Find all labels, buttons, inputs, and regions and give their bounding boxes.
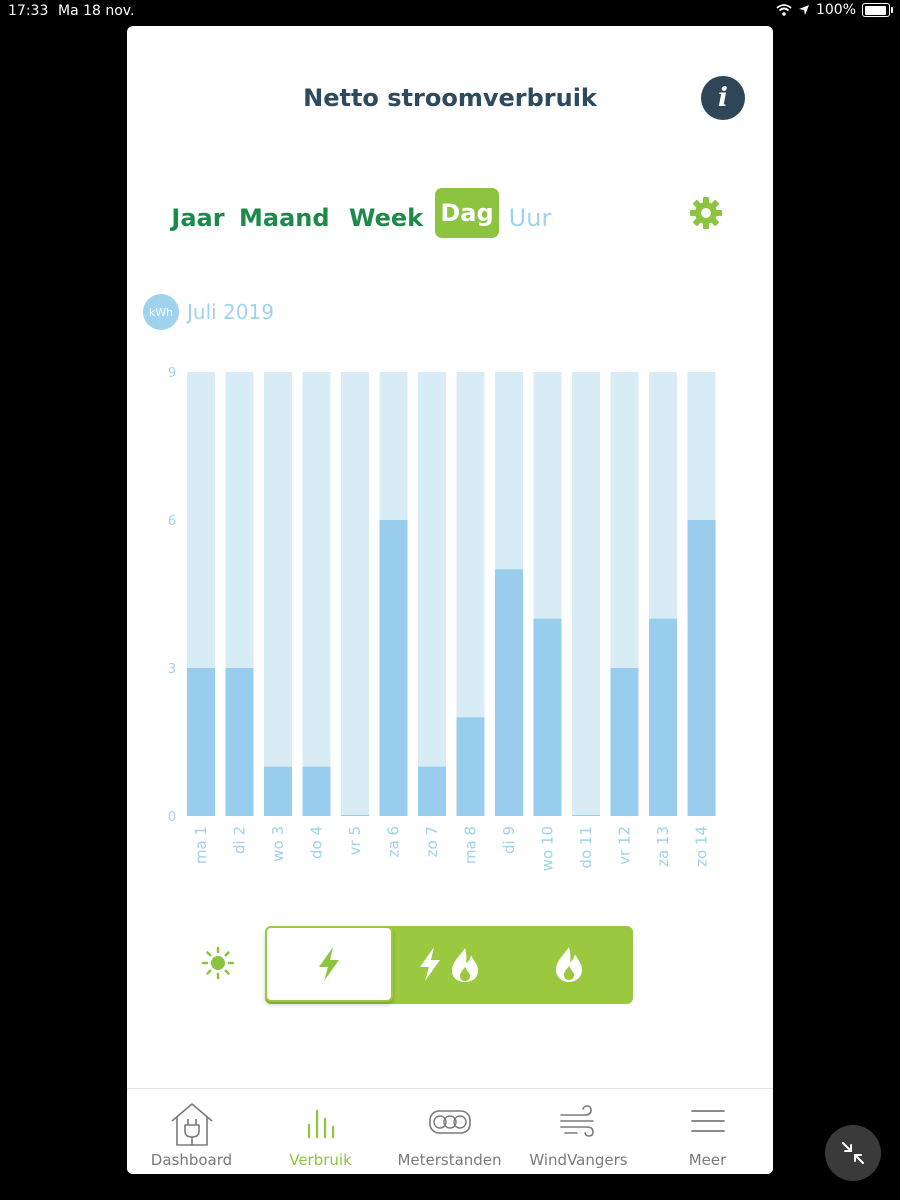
x-tick-label: di 2 <box>231 826 249 854</box>
info-button[interactable]: i <box>701 76 745 120</box>
x-tick-label: vr 5 <box>346 826 364 855</box>
lightning-icon <box>319 947 339 981</box>
meter-icon <box>428 1110 471 1134</box>
x-tick-label: wo 3 <box>269 826 287 862</box>
x-tick-label: za 13 <box>654 826 672 867</box>
tab-maand[interactable]: Maand <box>239 204 330 232</box>
tab-uur[interactable]: Uur <box>508 204 552 232</box>
bar-za-13[interactable] <box>649 618 677 816</box>
shrink-button[interactable] <box>825 1125 881 1181</box>
bar-track <box>418 372 446 816</box>
info-icon: i <box>718 83 728 113</box>
x-tick-label: ma 8 <box>462 826 480 864</box>
tab-jaar[interactable]: Jaar <box>171 204 225 232</box>
bar-do-11[interactable] <box>572 815 600 816</box>
app-screen: Netto stroomverbruik i Jaar Maand Week D… <box>127 26 773 1174</box>
wifi-icon <box>776 4 792 16</box>
tab-meer[interactable]: Meer <box>643 1089 772 1174</box>
x-tick-label: zo 14 <box>693 826 711 867</box>
bars-icon <box>307 1109 334 1139</box>
bar-track <box>572 372 600 816</box>
bar-di-2[interactable] <box>225 668 254 816</box>
x-tick-label: wo 10 <box>539 826 557 871</box>
tab-windvangers-label: WindVangers <box>529 1151 628 1169</box>
x-tick-label: ma 1 <box>192 826 210 864</box>
shrink-arrows-icon <box>842 1142 864 1164</box>
y-tick-label: 3 <box>168 662 176 677</box>
bar-di-9[interactable] <box>495 569 523 816</box>
segment-electricity[interactable] <box>265 926 393 1002</box>
bar-zo-7[interactable] <box>418 766 446 816</box>
status-time: 17:33 <box>8 3 49 19</box>
chart-period-label: Juli 2019 <box>187 300 274 324</box>
status-bar: 17:33 Ma 18 nov. 100% <box>0 0 900 24</box>
y-tick-label: 9 <box>168 366 176 381</box>
bottom-tab-bar: Dashboard Verbruik Meterstanden <box>127 1088 773 1174</box>
x-tick-label: vr 12 <box>616 826 634 865</box>
lightning-flame-icon <box>420 947 478 982</box>
tab-week[interactable]: Week <box>349 204 424 232</box>
gear-icon[interactable] <box>689 196 723 230</box>
house-plug-icon <box>170 1103 213 1146</box>
bar-ma-1[interactable] <box>187 668 215 816</box>
bar-zo-14[interactable] <box>687 520 716 816</box>
bar-za-6[interactable] <box>379 520 408 816</box>
bar-ma-8[interactable] <box>456 717 485 816</box>
page-title: Netto stroomverbruik <box>303 84 597 112</box>
x-tick-label: zo 7 <box>423 826 441 857</box>
tab-meterstanden-label: Meterstanden <box>397 1151 502 1169</box>
battery-percentage: 100% <box>815 2 856 18</box>
location-arrow-icon <box>798 5 809 15</box>
segment-electricity-gas[interactable] <box>393 926 505 1002</box>
bar-track <box>302 372 331 816</box>
wind-icon <box>559 1105 594 1137</box>
bar-wo-10[interactable] <box>533 618 562 816</box>
battery-icon <box>862 3 893 17</box>
flame-icon <box>556 947 582 982</box>
tab-meterstanden[interactable]: Meterstanden <box>385 1089 514 1174</box>
bar-vr-12[interactable] <box>610 668 639 816</box>
tab-windvangers[interactable]: WindVangers <box>514 1089 643 1174</box>
bar-chart: 0 3 6 9 ma 1 di 2 wo 3 do 4 vr 5 za 6 zo 7 ma 8 di 9… <box>168 366 716 871</box>
tab-dag[interactable]: Dag <box>435 188 499 238</box>
bar-do-4[interactable] <box>302 766 331 816</box>
tab-dashboard[interactable]: Dashboard <box>127 1089 256 1174</box>
x-tick-label: do 4 <box>308 826 326 859</box>
unit-badge: kWh <box>143 294 179 330</box>
sun-icon[interactable] <box>201 946 235 980</box>
menu-icon <box>690 1110 725 1132</box>
tab-verbruik-label: Verbruik <box>289 1151 352 1169</box>
bar-track <box>264 372 292 816</box>
bar-vr-5[interactable] <box>341 815 369 816</box>
tab-verbruik[interactable]: Verbruik <box>256 1089 385 1174</box>
bar-track <box>341 372 369 816</box>
x-tick-label: di 9 <box>500 826 518 854</box>
y-tick-label: 0 <box>168 810 176 825</box>
energy-type-toggle <box>265 926 633 1004</box>
bar-wo-3[interactable] <box>264 766 292 816</box>
y-tick-label: 6 <box>168 514 176 529</box>
status-date: Ma 18 nov. <box>58 3 135 19</box>
x-tick-label: za 6 <box>385 826 403 857</box>
tab-dashboard-label: Dashboard <box>150 1151 233 1169</box>
tab-meer-label: Meer <box>688 1151 727 1169</box>
segment-gas[interactable] <box>505 926 633 1002</box>
status-right: 100% <box>776 2 893 18</box>
x-tick-label: do 11 <box>577 826 595 869</box>
